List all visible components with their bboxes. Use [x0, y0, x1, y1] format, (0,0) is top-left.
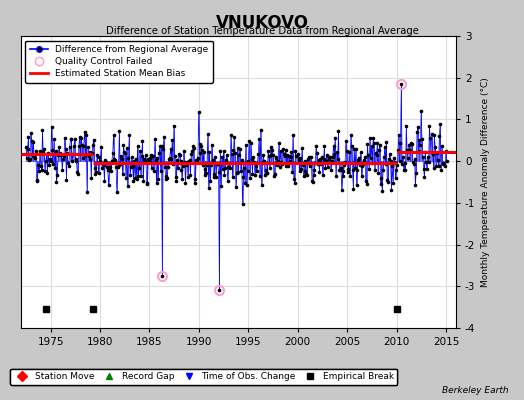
- Text: VNUKOVO: VNUKOVO: [215, 14, 309, 32]
- Text: Berkeley Earth: Berkeley Earth: [442, 386, 508, 395]
- Text: Difference of Station Temperature Data from Regional Average: Difference of Station Temperature Data f…: [105, 26, 419, 36]
- Legend: Station Move, Record Gap, Time of Obs. Change, Empirical Break: Station Move, Record Gap, Time of Obs. C…: [10, 368, 397, 385]
- Y-axis label: Monthly Temperature Anomaly Difference (°C): Monthly Temperature Anomaly Difference (…: [481, 77, 490, 287]
